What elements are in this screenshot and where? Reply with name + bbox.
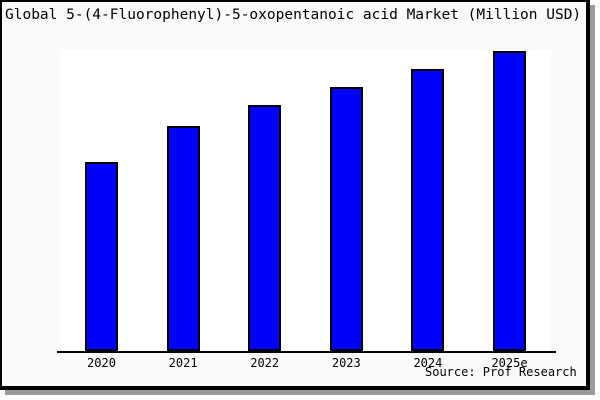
bar-2021 — [166, 126, 200, 351]
chart-card: Global 5-(4-Fluorophenyl)-5-oxopentanoic… — [0, 0, 590, 390]
bar-2023 — [329, 87, 363, 351]
source-credit: Source: Prof Research — [425, 365, 577, 379]
bar-2025e — [493, 51, 526, 351]
x-tick-label-2020: 2020 — [87, 356, 116, 370]
x-tick-label-2023: 2023 — [331, 356, 361, 370]
x-tick-label-2025e: 2025e — [491, 356, 528, 370]
plot-area — [60, 50, 551, 351]
x-tick-label-2024: 2024 — [413, 356, 443, 370]
bar-2022 — [248, 105, 282, 351]
x-tick-label-2021: 2021 — [168, 356, 198, 370]
bar-2024 — [411, 69, 445, 351]
bar-2020 — [85, 162, 118, 351]
x-axis-line — [57, 351, 556, 353]
x-tick-label-2022: 2022 — [250, 356, 280, 370]
chart-title: Global 5-(4-Fluorophenyl)-5-oxopentanoic… — [5, 7, 582, 23]
